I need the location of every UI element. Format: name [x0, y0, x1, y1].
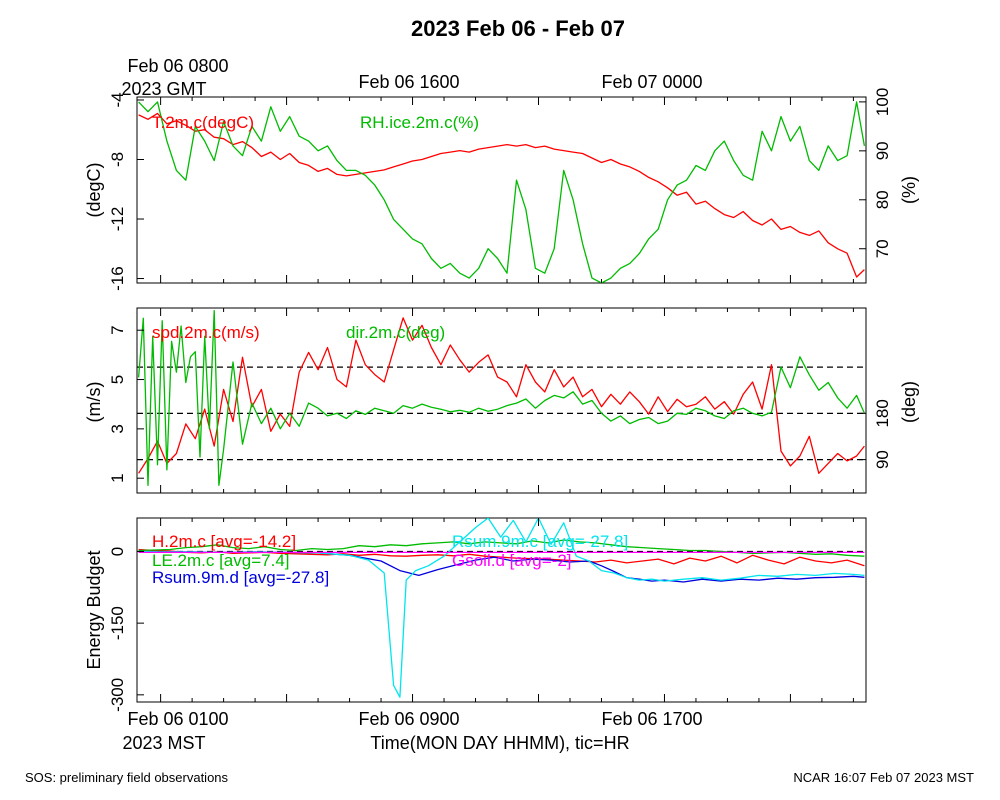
left-axis-label: (m/s)	[84, 382, 104, 423]
legend-entry-temperature: T.2m.c(degC)	[152, 113, 254, 132]
right-tick-label: 90	[873, 450, 892, 469]
panel-tick-layer: -4 -8 -12 -16 100 90 80 70	[108, 88, 892, 291]
legend-entry-rsum-c: Rsum.9m.c [avg=-27.8]	[452, 532, 628, 551]
panel-frame	[136, 517, 867, 703]
right-tick-label: 70	[873, 239, 892, 258]
wind-panel: 7 5 3 1 180 90 (m/s) (deg) spd.2m.c(m/s) dir.…	[84, 307, 919, 494]
legend-entry-rsum-d: Rsum.9m.d [avg=-27.8]	[152, 568, 329, 587]
top-axis-tick-label: Feb 07 0000	[601, 72, 702, 92]
right-tick-label: 180	[873, 399, 892, 427]
panel-frame	[136, 96, 867, 284]
panel-series-layer	[137, 518, 866, 698]
left-tick-label: -16	[108, 266, 127, 291]
series-line-spd-2m-c-m-s	[138, 317, 865, 474]
left-tick-label: 1	[108, 473, 127, 482]
bottom-axis-tick-label: Feb 06 1700	[601, 709, 702, 729]
bottom-axis-tick-label: Feb 06 0900	[358, 709, 459, 729]
bottom-axis-timezone: 2023 MST	[122, 733, 205, 753]
bottom-axis-label: Time(MON DAY HHMM), tic=HR	[370, 733, 629, 753]
panel-tick-layer: 0 -150 -300	[108, 518, 854, 712]
right-axis-label: (%)	[899, 176, 919, 204]
left-tick-label: -8	[108, 152, 127, 167]
panel-series-layer	[138, 101, 866, 283]
left-axis-label: Energy Budget	[84, 550, 104, 669]
series-line-rsum-9m-c	[138, 518, 865, 698]
energy-budget-panel: 0 -150 -300 Energy Budget H.2m.c [avg=-14.…	[84, 517, 867, 712]
left-tick-label: -4	[108, 92, 127, 107]
left-tick-label: -150	[108, 606, 127, 640]
series-line-t-2m-c-degc	[138, 112, 865, 278]
bottom-axis-tick-label: Feb 06 0100	[127, 709, 228, 729]
left-tick-label: 3	[108, 424, 127, 433]
left-tick-label: 0	[108, 547, 127, 556]
left-axis-label: (degC)	[84, 162, 104, 217]
legend-entry-speed: spd.2m.c(m/s)	[152, 323, 260, 342]
right-tick-label: 90	[873, 141, 892, 160]
left-tick-label: 7	[108, 325, 127, 334]
footer-timestamp: NCAR 16:07 Feb 07 2023 MST	[793, 770, 974, 785]
footer-note: SOS: preliminary field observations	[25, 770, 229, 785]
legend-entry-humidity: RH.ice.2m.c(%)	[360, 113, 479, 132]
panel-frame	[136, 307, 867, 494]
top-axis-timezone: 2023 GMT	[121, 79, 206, 99]
panel-tick-layer: 7 5 3 1 180 90	[108, 308, 892, 493]
left-tick-label: -12	[108, 207, 127, 232]
left-tick-label: -300	[108, 678, 127, 712]
top-axis-tick-label: Feb 06 1600	[358, 72, 459, 92]
right-tick-label: 80	[873, 190, 892, 209]
legend-entry-soil-heat: Gsoil.d [avg=-2]	[452, 551, 572, 570]
right-axis-label: (deg)	[899, 381, 919, 423]
legend-entry-sensible-heat: H.2m.c [avg=-14.2]	[152, 532, 296, 551]
right-tick-label: 100	[873, 88, 892, 116]
series-line-rh-ice-2m-c	[138, 101, 866, 283]
legend-entry-latent-heat: LE.2m.c [avg=7.4]	[152, 551, 290, 570]
panel-series-layer	[137, 309, 866, 486]
temperature-humidity-panel: -4 -8 -12 -16 100 90 80 70 (degC) (%) T.2m.c(de…	[84, 88, 919, 291]
left-tick-label: 5	[108, 375, 127, 384]
top-axis-tick-label: Feb 06 0800	[127, 56, 228, 76]
figure-title: 2023 Feb 06 - Feb 07	[411, 16, 625, 41]
series-line-dir-2m-c-deg	[137, 309, 865, 486]
legend-entry-direction: dir.2m.c(deg)	[346, 323, 445, 342]
